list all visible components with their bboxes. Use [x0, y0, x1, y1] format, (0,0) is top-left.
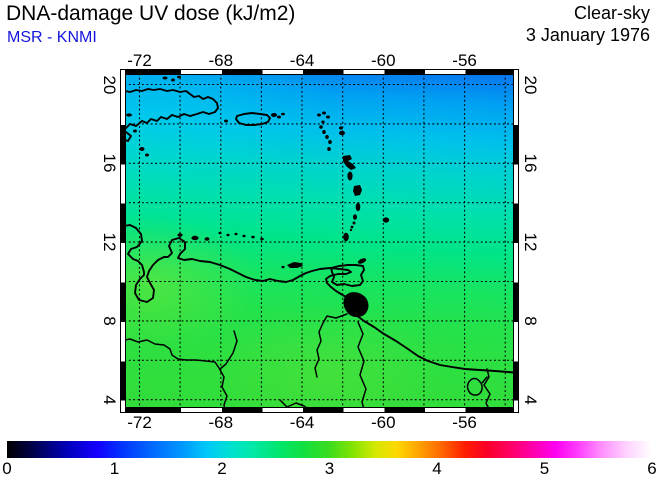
- lat-label-right-0: 20: [521, 75, 540, 94]
- colorbar-label-2: 2: [217, 459, 227, 478]
- lon-label-top-2: -64: [289, 51, 315, 70]
- colorbar-gradient: [7, 441, 652, 458]
- map-overlay: [120, 69, 519, 413]
- lon-label-bottom-1: -68: [208, 413, 234, 432]
- lat-label-left-4: 4: [100, 394, 119, 405]
- lon-label-bottom-4: -56: [452, 413, 477, 432]
- lat-label-left-2: 12: [100, 232, 119, 252]
- lat-label-right-3: 8: [521, 316, 540, 326]
- frame-right: [513, 69, 519, 413]
- small-islands: [126, 75, 390, 318]
- lat-label-left-3: 8: [100, 316, 119, 326]
- header-right-block: Clear-sky 3 January 1976: [526, 2, 650, 46]
- colorbar-label-5: 5: [539, 459, 550, 478]
- coastlines: [120, 88, 519, 413]
- graticule: [120, 69, 519, 413]
- lon-label-top-3: -60: [371, 51, 396, 70]
- frame-left: [120, 69, 126, 413]
- subtitle-msr-knmi: MSR - KNMI: [7, 29, 97, 46]
- page-title: DNA-damage UV dose (kJ/m2): [6, 2, 296, 25]
- colorbar-label-4: 4: [432, 459, 442, 478]
- lat-label-right-4: 4: [521, 394, 540, 405]
- lon-label-top-0: -72: [127, 51, 152, 70]
- colorbar-label-1: 1: [109, 459, 120, 478]
- lon-label-bottom-2: -64: [289, 413, 315, 432]
- lon-label-top-1: -68: [208, 51, 234, 70]
- lat-label-right-2: 12: [521, 232, 540, 252]
- colorbar-label-3: 3: [324, 459, 335, 478]
- lat-label-left-0: 20: [100, 75, 119, 94]
- date-label: 3 January 1976: [525, 25, 650, 45]
- lat-label-left-1: 16: [100, 153, 119, 173]
- condition-label: Clear-sky: [573, 3, 650, 23]
- lat-label-right-1: 16: [521, 153, 540, 173]
- lon-label-bottom-0: -72: [127, 413, 152, 432]
- colorbar-label-6: 6: [647, 459, 657, 478]
- lon-label-top-4: -56: [452, 51, 477, 70]
- map-plot: [120, 69, 519, 413]
- colorbar-label-0: 0: [2, 459, 12, 478]
- lon-label-bottom-3: -60: [371, 413, 396, 432]
